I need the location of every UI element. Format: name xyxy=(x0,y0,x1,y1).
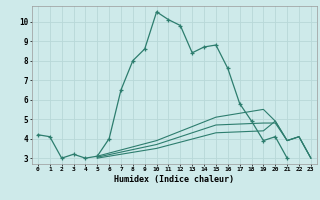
X-axis label: Humidex (Indice chaleur): Humidex (Indice chaleur) xyxy=(115,175,234,184)
